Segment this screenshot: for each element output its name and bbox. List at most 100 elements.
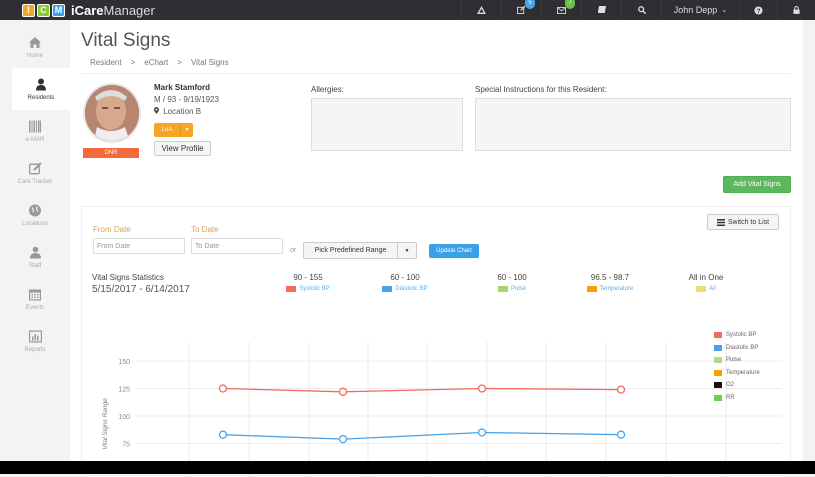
- sidebar-item-reports[interactable]: Reports: [0, 320, 70, 362]
- legend-item-temperature[interactable]: Temperature: [714, 367, 760, 380]
- predefined-range-label[interactable]: Pick Predefined Range: [304, 243, 398, 258]
- allergies-label: Allergies:: [311, 85, 344, 94]
- sidebar-item-emar[interactable]: e-MAR: [0, 110, 70, 152]
- barcode-icon: [29, 120, 41, 132]
- edit-icon: [28, 161, 42, 174]
- sidebar-item-label: e-MAR: [25, 136, 45, 143]
- stat-temperature: 96.5 - 98.7 Temperature: [570, 273, 650, 292]
- legend-item-pulse[interactable]: Pulse: [714, 354, 760, 367]
- sidebar-item-care-tracker[interactable]: Care Tracker: [0, 152, 70, 194]
- help-button[interactable]: ?: [739, 0, 777, 20]
- update-chart-button[interactable]: Update Chart: [429, 244, 479, 258]
- stats-title: Vital Signs Statistics: [92, 273, 164, 282]
- from-date-label: From Date: [93, 225, 131, 234]
- notebook-icon: [597, 6, 606, 13]
- sidebar-item-staff[interactable]: Staff: [0, 236, 70, 278]
- top-nav-icons: 5 7 John Depp ⌄ ?: [461, 0, 815, 20]
- sidebar-item-home[interactable]: Home: [0, 26, 70, 68]
- user-name: John Depp: [673, 5, 718, 15]
- svg-text:150: 150: [118, 359, 130, 366]
- list-icon: [716, 218, 725, 226]
- search-button[interactable]: [621, 0, 661, 20]
- main-content: Vital Signs Resident > eChart > Vital Si…: [70, 20, 803, 477]
- caret-down-icon[interactable]: ▼: [184, 127, 190, 133]
- user-menu[interactable]: John Depp ⌄: [661, 0, 739, 20]
- y-axis-label: Vital Signs Range: [102, 398, 109, 450]
- sidebar-item-label: Locations: [22, 220, 48, 227]
- stat-systolic: 90 - 155 Systolic BP: [268, 273, 348, 292]
- add-vital-signs-button[interactable]: Add Vital Signs: [723, 176, 791, 193]
- chevron-down-icon: ⌄: [721, 7, 728, 14]
- legend-systolic-link[interactable]: Systolic BP: [268, 286, 348, 292]
- warning-icon: [477, 6, 486, 14]
- view-profile-button[interactable]: View Profile: [154, 141, 211, 156]
- app-name: iCareManager: [71, 2, 155, 18]
- stat-pulse: 60 - 100 Pulse: [472, 273, 552, 292]
- svg-text:75: 75: [122, 442, 130, 449]
- home-icon: [29, 36, 41, 48]
- loa-label[interactable]: LoA: [154, 123, 181, 137]
- lock-button[interactable]: [777, 0, 815, 20]
- loa-dropdown[interactable]: LoA ▼: [154, 123, 193, 137]
- chart-legend: Systolic BP Diastolic BP Pulse Temperatu…: [714, 329, 760, 404]
- sidebar-item-events[interactable]: Events: [0, 278, 70, 320]
- map-marker-icon: [154, 107, 159, 114]
- sidebar-item-residents[interactable]: Residents: [12, 68, 70, 110]
- to-date-label: To Date: [191, 225, 219, 234]
- allergies-box: [311, 98, 463, 151]
- page-scrollbar[interactable]: [803, 20, 815, 461]
- search-icon: [637, 6, 646, 14]
- stat-all-in-one: All in One All: [666, 273, 746, 292]
- legend-item-diastolic[interactable]: Diastolic BP: [714, 342, 760, 355]
- legend-temperature-link[interactable]: Temperature: [570, 286, 650, 292]
- from-date-input[interactable]: From Date: [93, 238, 185, 254]
- messages-badge: 7: [565, 0, 575, 9]
- special-instructions-label: Special Instructions for this Resident:: [475, 85, 607, 94]
- app-logo[interactable]: I C M iCareManager: [22, 3, 155, 18]
- diastolic-points: [218, 428, 626, 444]
- alerts-button[interactable]: [461, 0, 501, 20]
- legend-item-rr[interactable]: RR: [714, 392, 760, 405]
- systolic-line: [222, 387, 622, 393]
- messages-button[interactable]: 7: [541, 0, 581, 20]
- tasks-button[interactable]: 5: [501, 0, 541, 20]
- switch-to-list-button[interactable]: Switch to List: [707, 214, 779, 230]
- resident-name: Mark Stamford: [154, 83, 211, 92]
- svg-text:?: ?: [757, 8, 761, 15]
- legend-pulse-link[interactable]: Pulse: [472, 286, 552, 292]
- logo-letter-c: C: [37, 3, 50, 17]
- sidebar-item-label: Staff: [28, 262, 42, 269]
- svg-text:100: 100: [118, 414, 130, 421]
- vital-signs-panel: Switch to List From Date From Date To Da…: [81, 206, 791, 477]
- logo-letter-m: M: [52, 3, 65, 17]
- resident-photo: [85, 85, 139, 141]
- sidebar-item-label: Home: [26, 52, 43, 59]
- sidebar-item-label: Care Tracker: [17, 178, 53, 185]
- to-date-input[interactable]: To Date: [191, 238, 283, 254]
- legend-all-link[interactable]: All: [666, 286, 746, 292]
- staff-icon: [29, 246, 41, 258]
- sidebar-item-label: Reports: [24, 346, 46, 353]
- breadcrumb-echart[interactable]: eChart: [144, 58, 169, 67]
- stat-diastolic: 60 - 100 Diastolic BP: [365, 273, 445, 292]
- logo-letter-i: I: [22, 3, 35, 17]
- svg-text:125: 125: [118, 387, 130, 394]
- special-instructions-box: [475, 98, 791, 151]
- lock-icon: [793, 6, 800, 14]
- predefined-range-dropdown[interactable]: Pick Predefined Range ▼: [303, 242, 417, 259]
- sidebar: Home Residents e-MAR Care Tracker Locati…: [0, 20, 70, 474]
- legend-item-o2[interactable]: O2: [714, 379, 760, 392]
- report-icon: [28, 330, 42, 343]
- sidebar-item-locations[interactable]: Locations: [0, 194, 70, 236]
- legend-item-systolic[interactable]: Systolic BP: [714, 329, 760, 342]
- globe-icon: [29, 204, 41, 216]
- horizontal-gridlines: [136, 360, 782, 472]
- systolic-points: [218, 384, 626, 396]
- top-navbar: I C M iCareManager 5 7 John Depp ⌄ ?: [0, 0, 815, 20]
- legend-diastolic-link[interactable]: Diastolic BP: [365, 286, 445, 292]
- caret-down-icon[interactable]: ▼: [404, 247, 410, 254]
- notes-button[interactable]: [581, 0, 621, 20]
- envelope-icon: [557, 6, 566, 14]
- tasks-badge: 5: [525, 0, 535, 9]
- breadcrumb-resident[interactable]: Resident: [90, 58, 122, 67]
